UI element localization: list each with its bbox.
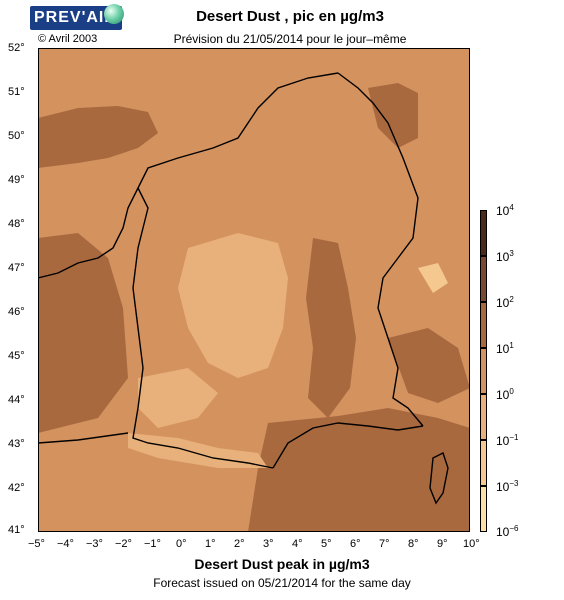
- lat-label: 43°: [8, 438, 25, 450]
- map-title: Desert Dust , pic en µg/m3: [196, 8, 384, 25]
- corsica-outline: [429, 452, 449, 505]
- lat-label: 45°: [8, 350, 25, 362]
- colorbar-label: 102: [496, 295, 514, 310]
- lon-label: −4°: [57, 538, 74, 550]
- colorbar-label: 100: [496, 387, 514, 402]
- map-subtitle: Prévision du 21/05/2014 pour le jour–mêm…: [173, 32, 407, 46]
- lon-label: 5°: [321, 538, 332, 550]
- dust-area-pyrenees: [128, 433, 268, 468]
- map-frame-border: [38, 48, 470, 532]
- colorbar-segment: [480, 302, 487, 348]
- lat-label: 48°: [8, 218, 25, 230]
- colorbar-segment: [480, 440, 487, 486]
- colorbar-segment: [480, 394, 487, 440]
- coastline-west: [132, 187, 274, 469]
- dust-area-light-center: [178, 233, 288, 378]
- lat-label: 49°: [8, 174, 25, 186]
- coastline-spain: [38, 432, 129, 444]
- dust-area-light-southwest: [138, 368, 218, 428]
- logo-text: PREV'AIR: [34, 9, 117, 26]
- lat-label: 47°: [8, 262, 25, 274]
- dust-area-central: [306, 238, 356, 418]
- coastline-north: [38, 72, 339, 279]
- lon-label: −2°: [115, 538, 132, 550]
- colorbar-label: 104: [496, 203, 514, 218]
- lon-label: −1°: [144, 538, 161, 550]
- lon-label: −5°: [28, 538, 45, 550]
- lon-label: 9°: [437, 538, 448, 550]
- colorbar-segment: [480, 210, 487, 256]
- coastline-south: [272, 422, 424, 469]
- globe-icon: [104, 4, 124, 24]
- lat-label: 50°: [8, 130, 25, 142]
- border-east: [337, 72, 424, 427]
- dust-area-channel: [38, 106, 158, 168]
- colorbar-label: 10−6: [496, 524, 519, 539]
- lon-label: 1°: [205, 538, 216, 550]
- lat-label: 42°: [8, 482, 25, 494]
- footer-title: Desert Dust peak in µg/m3: [194, 556, 370, 572]
- lon-label: 10°: [463, 538, 480, 550]
- colorbar-segment: [480, 486, 487, 532]
- dust-spot-east: [418, 263, 448, 293]
- lat-label: 46°: [8, 306, 25, 318]
- dust-area-mediterranean: [248, 408, 470, 532]
- colorbar-label: 10−1: [496, 433, 519, 448]
- lat-label: 52°: [8, 42, 25, 54]
- footer-subtitle: Forecast issued on 05/21/2014 for the sa…: [153, 576, 411, 590]
- lon-label: 0°: [176, 538, 187, 550]
- colorbar-label: 101: [496, 341, 514, 356]
- dust-area-benelux: [368, 83, 418, 148]
- lon-label: 2°: [234, 538, 245, 550]
- lon-label: 6°: [350, 538, 361, 550]
- lon-label: −3°: [86, 538, 103, 550]
- lat-label: 51°: [8, 86, 25, 98]
- colorbar-label: 103: [496, 249, 514, 264]
- lon-label: 8°: [408, 538, 419, 550]
- lat-label: 44°: [8, 394, 25, 406]
- colorbar-segment: [480, 348, 487, 394]
- dust-map-svg: [38, 48, 470, 532]
- lat-label: 41°: [8, 524, 25, 536]
- dust-area-alps: [388, 328, 470, 403]
- colorbar-segment: [480, 256, 487, 302]
- copyright-text: © Avril 2003: [38, 33, 98, 45]
- dust-map: [38, 48, 470, 532]
- lon-label: 4°: [292, 538, 303, 550]
- lon-label: 7°: [379, 538, 390, 550]
- dust-area-atlantic: [38, 233, 128, 433]
- colorbar-label: 10−3: [496, 479, 519, 494]
- lon-label: 3°: [263, 538, 274, 550]
